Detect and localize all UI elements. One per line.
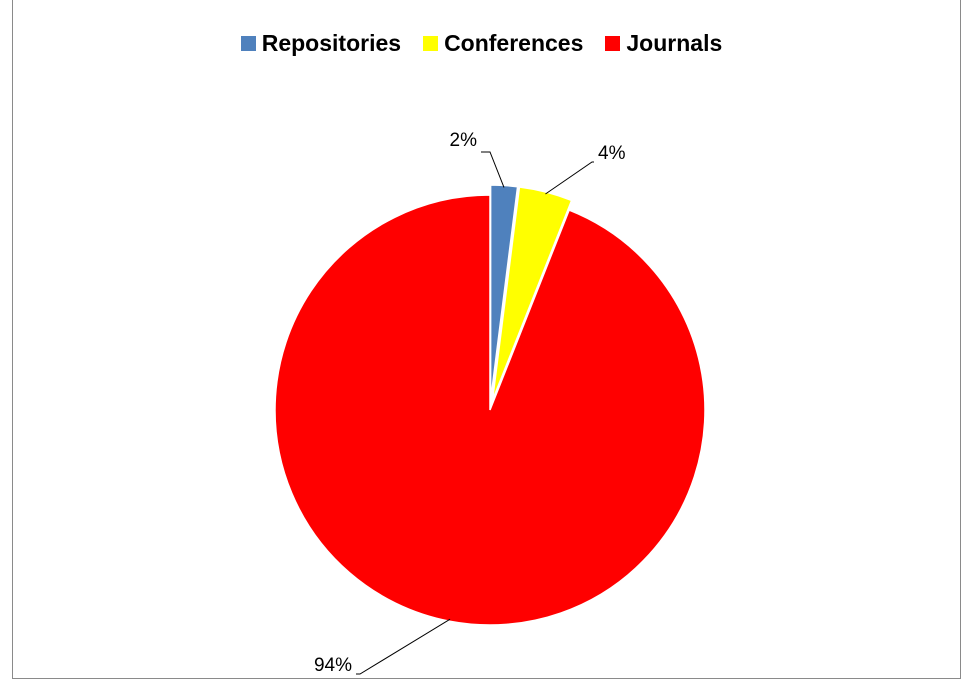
leader-line-repositories: [481, 151, 505, 188]
legend-item-repositories: Repositories: [240, 30, 402, 57]
leader-line-journals: [356, 618, 451, 675]
legend-item-journals: Journals: [605, 30, 722, 57]
legend-swatch-journals: [605, 36, 621, 51]
legend-swatch-conferences: [423, 36, 439, 51]
data-label-journals: 94%: [314, 655, 352, 676]
data-label-repositories: 2%: [450, 130, 478, 151]
leader-line-conferences: [545, 161, 594, 195]
pie-slice-journals: [274, 194, 706, 626]
legend: Repositories Conferences Journals: [0, 30, 963, 57]
legend-swatch-repositories: [240, 36, 256, 51]
data-label-conferences: 4%: [598, 143, 626, 164]
pie-slice-repositories: [489, 184, 519, 401]
legend-label-journals: Journals: [626, 30, 723, 56]
pie-slice-conferences: [491, 186, 573, 401]
legend-label-conferences: Conferences: [444, 30, 584, 56]
legend-label-repositories: Repositories: [261, 30, 402, 56]
legend-item-conferences: Conferences: [423, 30, 583, 57]
